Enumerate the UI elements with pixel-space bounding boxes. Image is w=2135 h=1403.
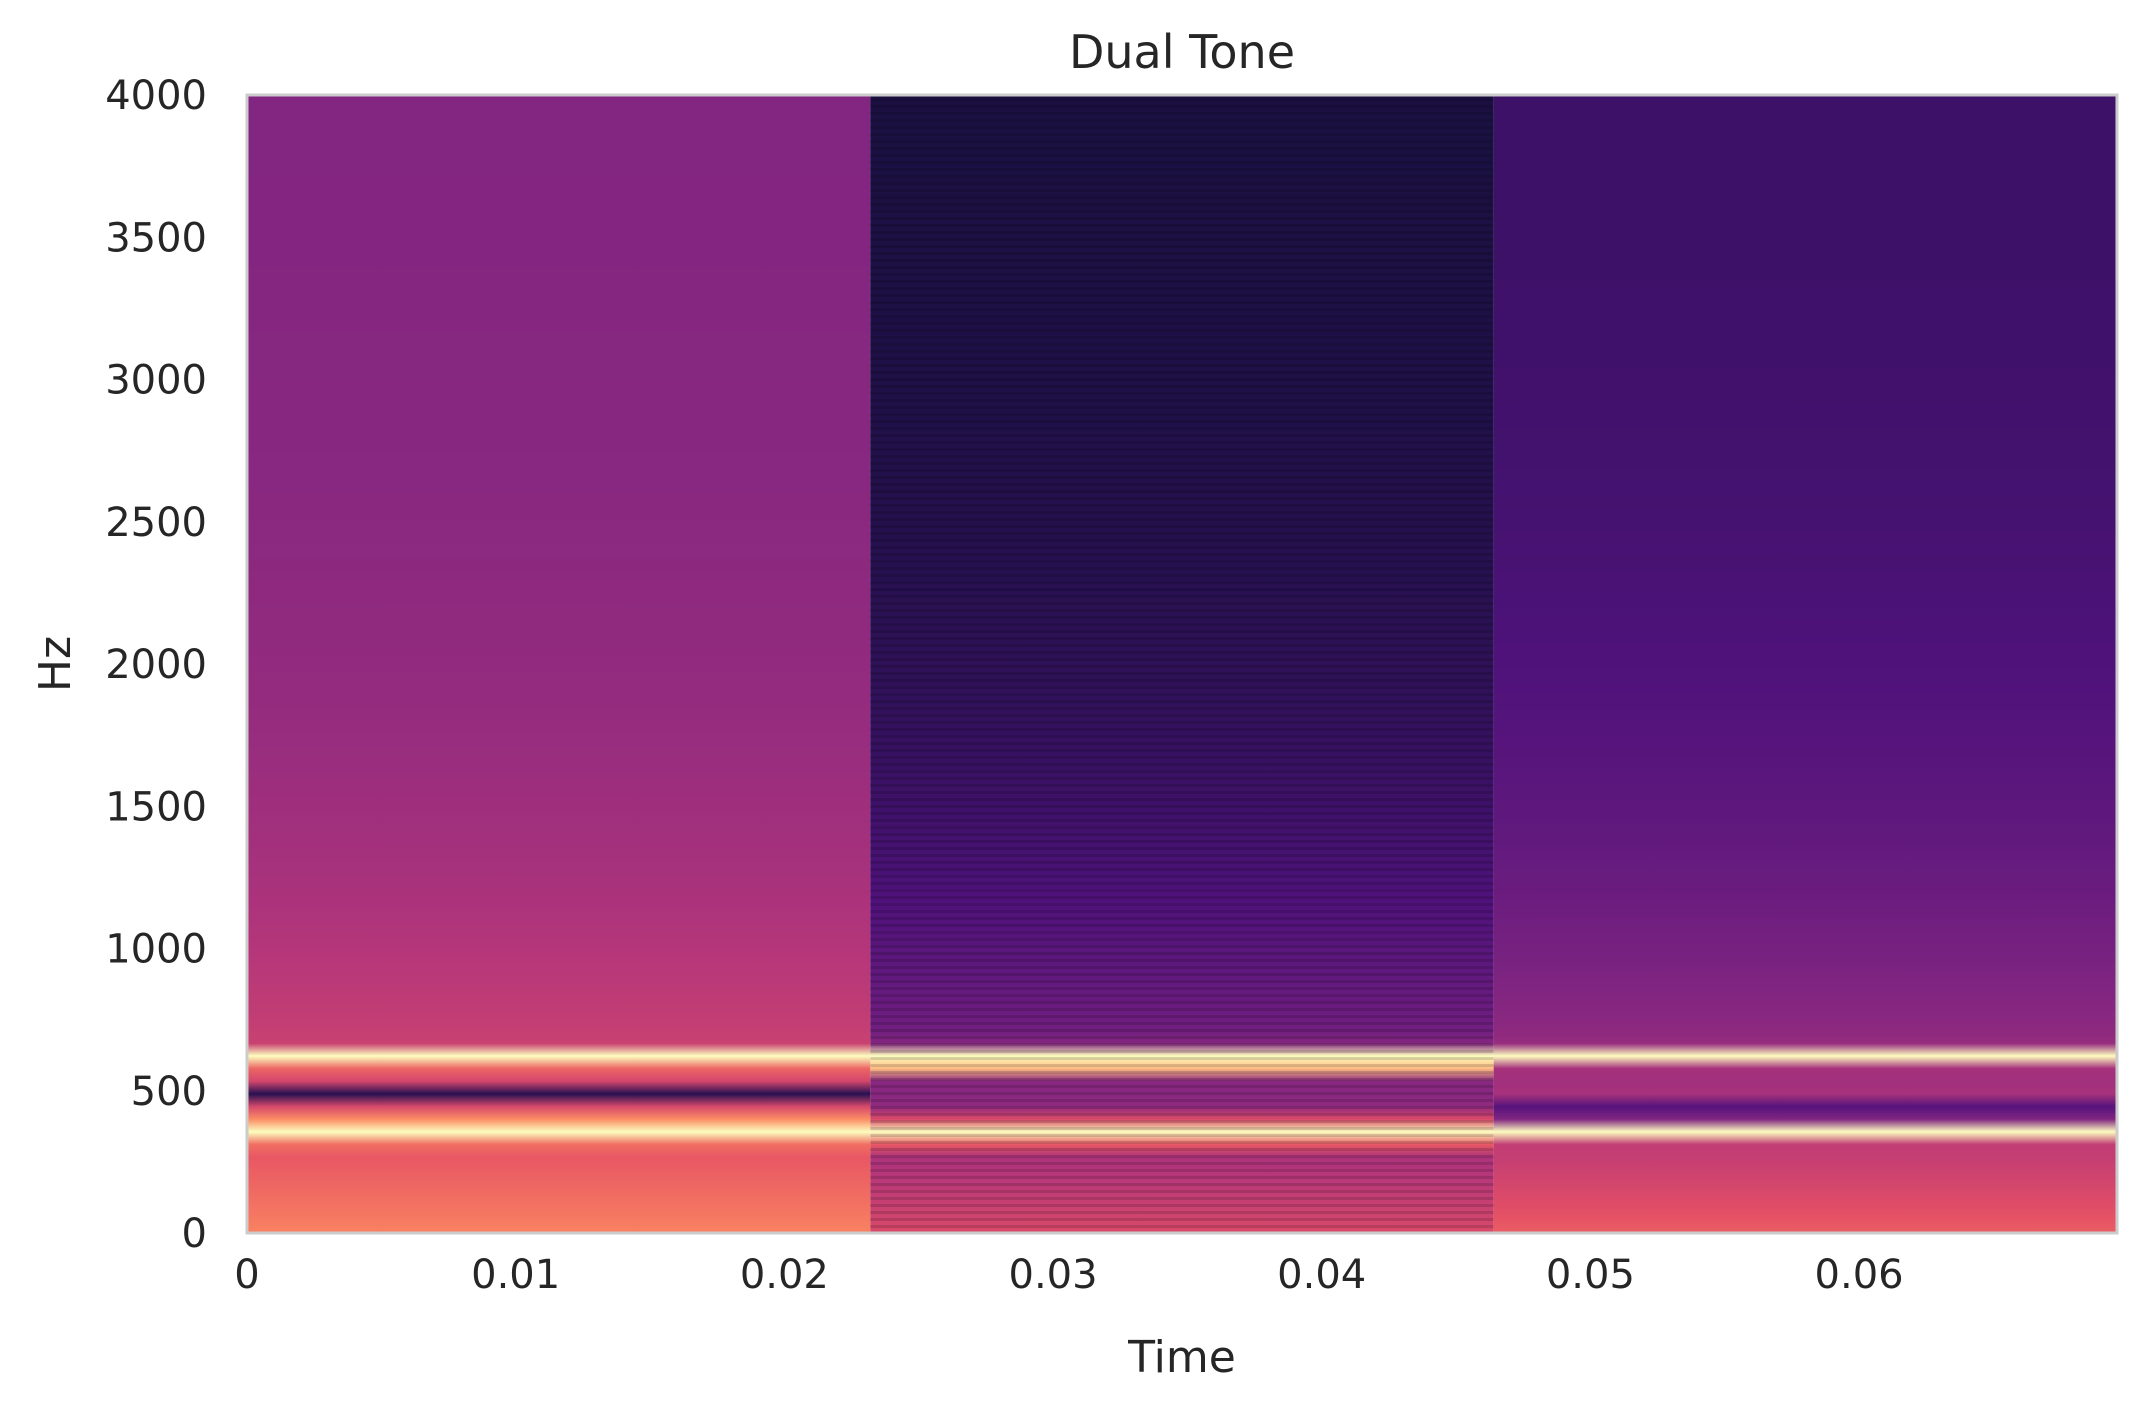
x-tick-label: 0.06 <box>1815 1252 1904 1298</box>
y-tick-label: 1500 <box>105 784 207 830</box>
x-tick-label: 0 <box>234 1252 259 1298</box>
y-axis-label: Hz <box>30 636 81 692</box>
y-tick-label: 3000 <box>105 358 207 404</box>
y-tick-label: 1000 <box>105 927 207 973</box>
spectrogram-frame <box>247 95 871 1233</box>
plot-frame <box>245 93 2119 1235</box>
x-axis-label: Time <box>1127 1332 1236 1383</box>
y-tick-label: 2000 <box>105 642 207 688</box>
y-tick-label: 3500 <box>105 215 207 261</box>
y-tick-label: 2500 <box>105 500 207 546</box>
spectrogram-frames <box>247 95 2117 1233</box>
chart-title: Dual Tone <box>1069 25 1295 79</box>
y-tick-label: 0 <box>182 1211 207 1257</box>
x-tick-label: 0.05 <box>1546 1252 1635 1298</box>
x-tick-label: 0.01 <box>471 1252 560 1298</box>
x-tick-label: 0.04 <box>1277 1252 1366 1298</box>
x-tick-label: 0.03 <box>1009 1252 1098 1298</box>
axis-ticks: 0 0.01 0.02 0.03 0.04 0.05 0.06 0 500 1000 1500 200… <box>105 73 1903 1298</box>
y-tick-label: 4000 <box>105 73 207 119</box>
y-tick-label: 500 <box>131 1069 207 1115</box>
spectrogram-frame-stripes <box>870 95 1494 1233</box>
spectrogram-frame <box>1493 95 2117 1233</box>
x-tick-label: 0.02 <box>740 1252 829 1298</box>
